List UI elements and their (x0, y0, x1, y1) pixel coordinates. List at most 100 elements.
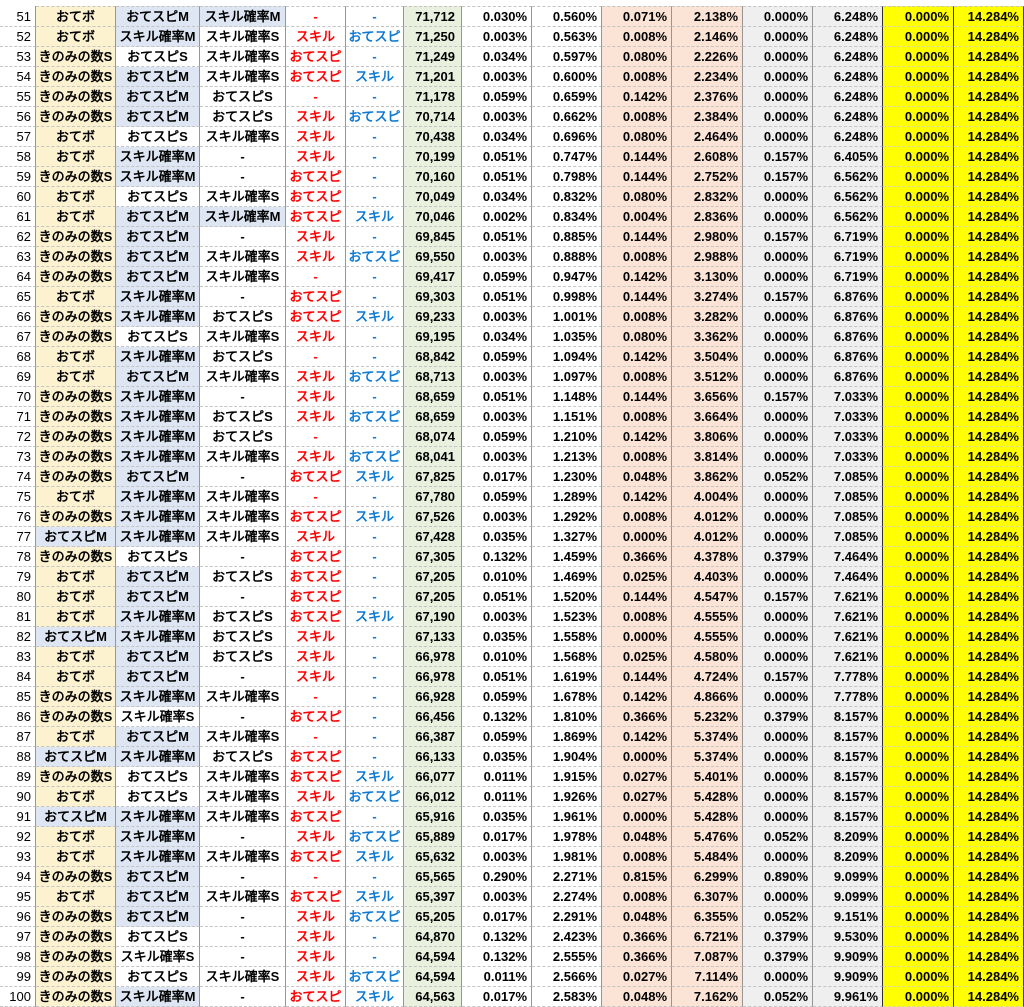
row-number-cell[interactable]: 72 (0, 427, 36, 447)
percent-cell-4[interactable]: 2.832% (672, 187, 743, 207)
score-cell[interactable]: 69,417 (404, 267, 462, 287)
percent-cell-8[interactable]: 14.284% (954, 867, 1024, 887)
percent-cell-7[interactable]: 0.000% (883, 307, 954, 327)
percent-cell-5[interactable]: 0.052% (743, 987, 813, 1007)
percent-cell-4[interactable]: 6.355% (672, 907, 743, 927)
percent-cell-4[interactable]: 2.226% (672, 47, 743, 67)
percent-cell-3[interactable]: 0.008% (602, 407, 672, 427)
subskill-1-cell[interactable]: きのみの数S (36, 47, 116, 67)
percent-cell-5[interactable]: 0.379% (743, 707, 813, 727)
percent-cell-6[interactable]: 8.157% (813, 747, 883, 767)
subskill-3-cell[interactable]: - (200, 947, 286, 967)
percent-cell-3[interactable]: 0.025% (602, 647, 672, 667)
red-tag-cell[interactable]: - (286, 6, 346, 27)
score-cell[interactable]: 67,780 (404, 487, 462, 507)
blue-tag-cell[interactable]: - (346, 487, 404, 507)
percent-cell-3[interactable]: 0.008% (602, 67, 672, 87)
subskill-3-cell[interactable]: スキル確率S (200, 127, 286, 147)
subskill-3-cell[interactable]: - (200, 467, 286, 487)
score-cell[interactable]: 69,303 (404, 287, 462, 307)
subskill-2-cell[interactable]: おてスピM (116, 247, 200, 267)
percent-cell-3[interactable]: 0.080% (602, 47, 672, 67)
percent-cell-7[interactable]: 0.000% (883, 667, 954, 687)
row-number-cell[interactable]: 60 (0, 187, 36, 207)
blue-tag-cell[interactable]: おてスピ (346, 827, 404, 847)
percent-cell-1[interactable]: 0.003% (462, 447, 532, 467)
percent-cell-1[interactable]: 0.002% (462, 207, 532, 227)
score-cell[interactable]: 70,160 (404, 167, 462, 187)
percent-cell-8[interactable]: 14.284% (954, 727, 1024, 747)
percent-cell-1[interactable]: 0.003% (462, 367, 532, 387)
percent-cell-7[interactable]: 0.000% (883, 207, 954, 227)
percent-cell-1[interactable]: 0.035% (462, 627, 532, 647)
percent-cell-5[interactable]: 0.000% (743, 67, 813, 87)
percent-cell-8[interactable]: 14.284% (954, 47, 1024, 67)
percent-cell-8[interactable]: 14.284% (954, 267, 1024, 287)
percent-cell-2[interactable]: 0.834% (532, 207, 602, 227)
percent-cell-6[interactable]: 8.157% (813, 707, 883, 727)
percent-cell-7[interactable]: 0.000% (883, 947, 954, 967)
row-number-cell[interactable]: 84 (0, 667, 36, 687)
percent-cell-6[interactable]: 6.405% (813, 147, 883, 167)
row-number-cell[interactable]: 68 (0, 347, 36, 367)
percent-cell-3[interactable]: 0.142% (602, 427, 672, 447)
percent-cell-4[interactable]: 2.146% (672, 27, 743, 47)
percent-cell-1[interactable]: 0.034% (462, 327, 532, 347)
percent-cell-2[interactable]: 1.459% (532, 547, 602, 567)
percent-cell-2[interactable]: 1.568% (532, 647, 602, 667)
subskill-1-cell[interactable]: きのみの数S (36, 107, 116, 127)
percent-cell-5[interactable]: 0.000% (743, 107, 813, 127)
subskill-1-cell[interactable]: おてボ (36, 147, 116, 167)
red-tag-cell[interactable]: おてスピ (286, 567, 346, 587)
percent-cell-7[interactable]: 0.000% (883, 787, 954, 807)
percent-cell-8[interactable]: 14.284% (954, 287, 1024, 307)
percent-cell-6[interactable]: 6.248% (813, 67, 883, 87)
percent-cell-4[interactable]: 2.234% (672, 67, 743, 87)
percent-cell-2[interactable]: 1.869% (532, 727, 602, 747)
percent-cell-2[interactable]: 1.978% (532, 827, 602, 847)
subskill-2-cell[interactable]: おてスピM (116, 67, 200, 87)
percent-cell-7[interactable]: 0.000% (883, 67, 954, 87)
percent-cell-4[interactable]: 2.384% (672, 107, 743, 127)
blue-tag-cell[interactable]: - (346, 627, 404, 647)
blue-tag-cell[interactable]: おてスピ (346, 367, 404, 387)
subskill-2-cell[interactable]: スキル確率M (116, 147, 200, 167)
row-number-cell[interactable]: 61 (0, 207, 36, 227)
percent-cell-6[interactable]: 7.085% (813, 487, 883, 507)
blue-tag-cell[interactable]: - (346, 87, 404, 107)
percent-cell-5[interactable]: 0.000% (743, 6, 813, 27)
percent-cell-1[interactable]: 0.011% (462, 967, 532, 987)
row-number-cell[interactable]: 77 (0, 527, 36, 547)
percent-cell-6[interactable]: 9.961% (813, 987, 883, 1007)
percent-cell-1[interactable]: 0.034% (462, 127, 532, 147)
percent-cell-5[interactable]: 0.000% (743, 427, 813, 447)
subskill-3-cell[interactable]: - (200, 547, 286, 567)
blue-tag-cell[interactable]: おてスピ (346, 247, 404, 267)
subskill-2-cell[interactable]: スキル確率M (116, 307, 200, 327)
percent-cell-2[interactable]: 1.094% (532, 347, 602, 367)
score-cell[interactable]: 65,397 (404, 887, 462, 907)
score-cell[interactable]: 70,714 (404, 107, 462, 127)
red-tag-cell[interactable]: おてスピ (286, 747, 346, 767)
row-number-cell[interactable]: 98 (0, 947, 36, 967)
subskill-1-cell[interactable]: おてスピM (36, 527, 116, 547)
percent-cell-6[interactable]: 9.909% (813, 967, 883, 987)
percent-cell-5[interactable]: 0.000% (743, 807, 813, 827)
percent-cell-3[interactable]: 0.366% (602, 547, 672, 567)
red-tag-cell[interactable]: スキル (286, 387, 346, 407)
percent-cell-8[interactable]: 14.284% (954, 607, 1024, 627)
percent-cell-4[interactable]: 4.555% (672, 607, 743, 627)
percent-cell-1[interactable]: 0.059% (462, 427, 532, 447)
red-tag-cell[interactable]: スキル (286, 907, 346, 927)
blue-tag-cell[interactable]: - (346, 807, 404, 827)
percent-cell-7[interactable]: 0.000% (883, 467, 954, 487)
percent-cell-7[interactable]: 0.000% (883, 327, 954, 347)
percent-cell-3[interactable]: 0.048% (602, 827, 672, 847)
percent-cell-5[interactable]: 0.379% (743, 547, 813, 567)
row-number-cell[interactable]: 93 (0, 847, 36, 867)
blue-tag-cell[interactable]: おてスピ (346, 967, 404, 987)
percent-cell-6[interactable]: 8.209% (813, 847, 883, 867)
red-tag-cell[interactable]: スキル (286, 27, 346, 47)
percent-cell-4[interactable]: 3.862% (672, 467, 743, 487)
score-cell[interactable]: 66,978 (404, 667, 462, 687)
